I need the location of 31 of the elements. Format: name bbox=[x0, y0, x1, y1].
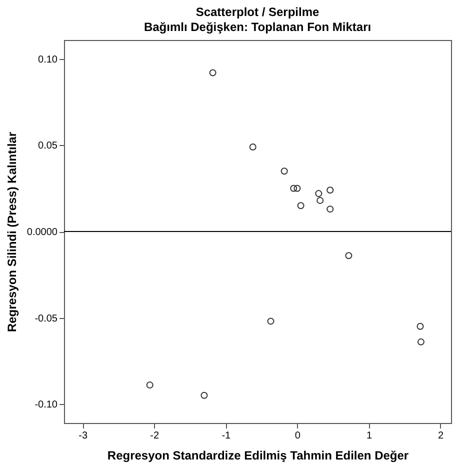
point bbox=[416, 322, 424, 330]
point bbox=[316, 196, 324, 204]
point bbox=[417, 338, 424, 346]
point bbox=[146, 382, 154, 389]
y-tick-label: -0.10 bbox=[34, 400, 58, 411]
point bbox=[326, 186, 334, 194]
point bbox=[267, 318, 274, 325]
x-tick-label: 1 bbox=[366, 430, 372, 442]
point bbox=[249, 143, 256, 150]
point bbox=[315, 190, 322, 198]
point bbox=[294, 184, 301, 192]
x-tick-label: 0 bbox=[294, 430, 301, 442]
y-tick-label: 0.10 bbox=[38, 54, 58, 66]
y-tick-label: 0.05 bbox=[38, 140, 58, 152]
x-tick-label: -1 bbox=[222, 430, 232, 442]
x-tick-label: 2 bbox=[438, 430, 444, 442]
x-axis-title: Regresyon Standardize Edilmiş Tahmin Edilen Değer bbox=[107, 448, 409, 462]
y-axis-title: Regresyon Silindi (Press) Kalıntılar bbox=[4, 132, 19, 332]
x-tick-label: -3 bbox=[78, 430, 88, 442]
point bbox=[326, 206, 334, 213]
point bbox=[280, 168, 288, 175]
chart-subtitle: Bağımlı Değişken: Toplanan Fon Miktarı bbox=[144, 20, 372, 34]
x-tick-label: -2 bbox=[150, 430, 160, 442]
y-tick-label: -0.05 bbox=[34, 313, 58, 324]
point bbox=[209, 69, 216, 76]
point bbox=[290, 184, 298, 192]
y-tick-label: 0.0000 bbox=[26, 227, 58, 238]
point bbox=[297, 202, 304, 210]
chart-title: Scatterplot / Serpilme bbox=[196, 5, 320, 19]
point bbox=[345, 252, 352, 260]
point bbox=[200, 392, 208, 399]
